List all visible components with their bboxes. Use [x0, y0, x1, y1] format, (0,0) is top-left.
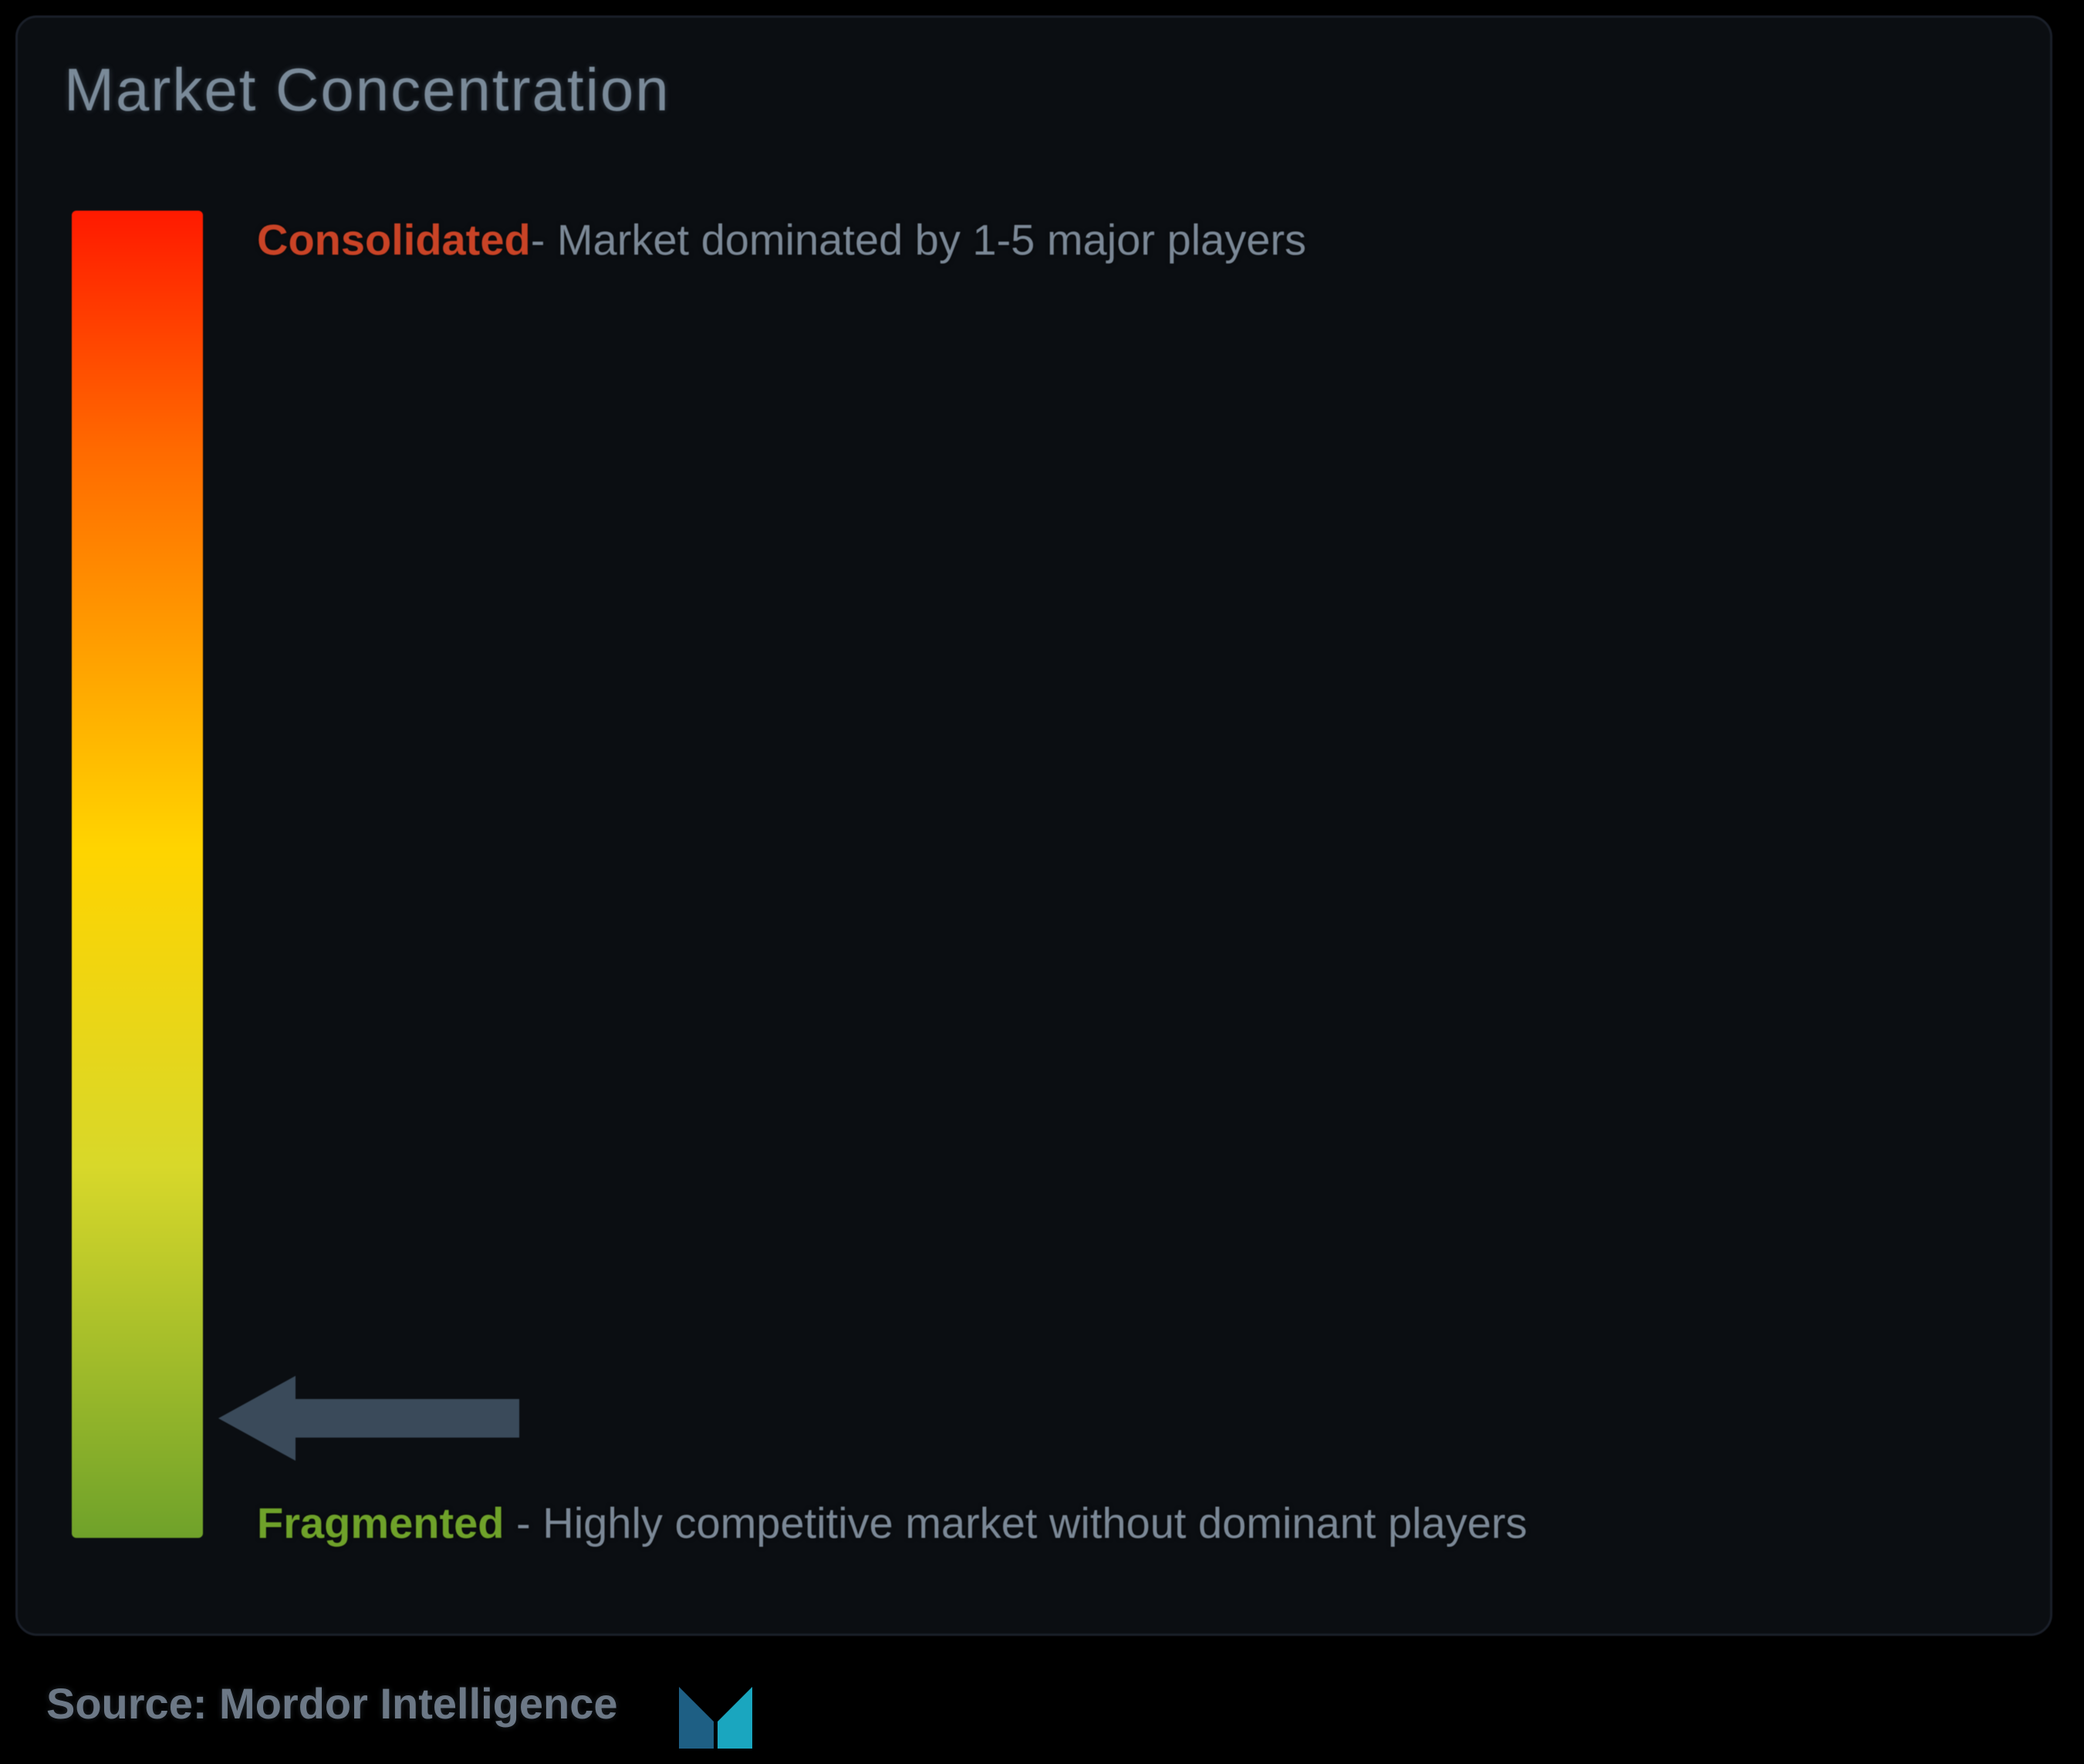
position-indicator-arrow	[218, 1376, 519, 1461]
market-concentration-card: Market Concentration Consolidated- Marke…	[15, 15, 2052, 1636]
concentration-gradient-bar	[72, 211, 203, 1538]
brand-logo-icon	[671, 1664, 810, 1764]
arrow-shaft	[292, 1399, 519, 1438]
fragmented-label: Fragmented - Highly competitive market w…	[257, 1498, 1527, 1548]
consolidated-label-desc: - Market dominated by 1-5 major players	[531, 215, 1306, 264]
viewport: Market Concentration Consolidated- Marke…	[0, 0, 2084, 1764]
consolidated-label-strong: Consolidated	[257, 215, 531, 264]
fragmented-label-desc: - Highly competitive market without domi…	[505, 1499, 1528, 1547]
consolidated-label: Consolidated- Market dominated by 1-5 ma…	[257, 215, 1306, 265]
fragmented-label-strong: Fragmented	[257, 1499, 505, 1547]
arrow-left-icon	[218, 1376, 296, 1461]
source-attribution: Source: Mordor Intelligence	[46, 1678, 618, 1729]
card-title: Market Concentration	[64, 55, 670, 125]
